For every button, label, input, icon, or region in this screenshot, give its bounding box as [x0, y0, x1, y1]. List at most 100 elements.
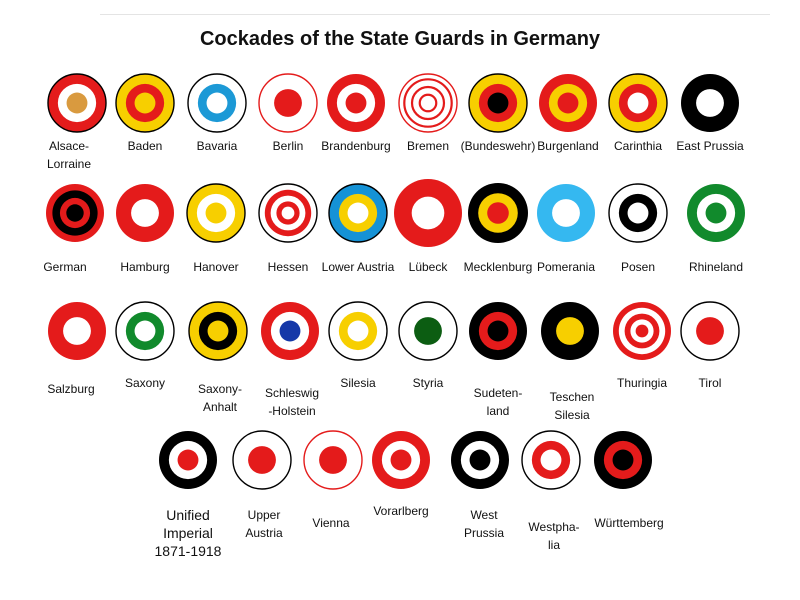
- cockade-label: Vienna: [312, 516, 350, 530]
- cockade-outline: [115, 301, 175, 361]
- cockade-ring: [552, 199, 580, 227]
- cockade-label: Schleswig -Holstein: [264, 386, 320, 418]
- cockade-silesia: [327, 300, 389, 362]
- cockade-baden: [114, 72, 176, 134]
- cockade-ring: [612, 449, 634, 471]
- cockade-icon: [541, 302, 599, 360]
- cockade-icon: [258, 73, 318, 133]
- cockade-ring: [248, 446, 276, 474]
- cockade-ring: [410, 85, 446, 121]
- cockade-icon: [115, 301, 175, 361]
- cockade-carinthia: [607, 72, 669, 134]
- cockade-german: [44, 182, 106, 244]
- cockade-ring: [205, 202, 227, 224]
- cockade-saxony: [114, 300, 176, 362]
- cockade-icon: [398, 301, 458, 361]
- cockade-hamburg: [114, 182, 176, 244]
- cockade-west-prussia: [449, 429, 511, 491]
- cockade-tirol: [679, 300, 741, 362]
- cockade-label: Salzburg: [47, 382, 95, 396]
- cockade-icon: [159, 431, 217, 489]
- cockade-outline: [232, 430, 292, 490]
- cockade-outline: [608, 183, 668, 243]
- cockade-lower-austria: [327, 182, 389, 244]
- cockade-label: Mecklenburg: [463, 260, 533, 274]
- cockade-ring: [134, 320, 156, 342]
- cockade-icon: [258, 183, 318, 243]
- cockade-ring: [279, 320, 301, 342]
- cockade-outline: [258, 183, 318, 243]
- cockade-sudeten--land: [467, 300, 529, 362]
- cockade-icon: [537, 184, 595, 242]
- cockade-upper-austria: [231, 429, 293, 491]
- cockade-label: German: [43, 260, 87, 274]
- cockade-icon: [398, 73, 458, 133]
- cockade-label: Carinthia: [613, 139, 663, 153]
- cockade-icon: [47, 73, 107, 133]
- cockade-label: Alsace- Lorraine: [46, 139, 92, 171]
- cockade-icon: [232, 430, 292, 490]
- cockade-label: Hessen: [267, 260, 309, 274]
- cockade-label: Tirol: [698, 376, 722, 390]
- cockade-outline: [47, 73, 107, 133]
- cockade-label: Bremen: [406, 139, 450, 153]
- cockade-label: Pomerania: [536, 260, 596, 274]
- page-title: Cockades of the State Guards in Germany: [199, 28, 601, 50]
- cockade-outline: [188, 301, 248, 361]
- cockade-icon: [327, 74, 385, 132]
- cockade-icon: [328, 183, 388, 243]
- top-divider: [100, 14, 770, 15]
- cockade-ring: [281, 206, 295, 220]
- cockade-label: Saxony: [124, 376, 166, 390]
- cockade-label: Burgenland: [537, 139, 599, 153]
- cockade-ring: [696, 89, 724, 117]
- cockade-schleswig--holstein: [259, 300, 321, 362]
- cockade-label: Westpha- lia: [528, 520, 580, 552]
- cockade-label: Lower Austria: [321, 260, 395, 274]
- cockade-ring: [206, 92, 228, 114]
- cockade-icon: [608, 73, 668, 133]
- cockade-ring: [627, 92, 649, 114]
- cockade-label: Berlin: [272, 139, 304, 153]
- cockade-icon: [680, 301, 740, 361]
- cockade-ring: [207, 320, 229, 342]
- cockade-ring: [540, 449, 562, 471]
- cockade-icon: [687, 184, 745, 242]
- cockade-ring: [403, 78, 453, 128]
- cockade-label: East Prussia: [676, 139, 744, 153]
- cockade-label: Sudeten- land: [473, 386, 523, 418]
- cockade-vorarlberg: [370, 429, 432, 491]
- cockade-rhineland: [685, 182, 747, 244]
- cockade-ring: [347, 202, 369, 224]
- cockade-label: Bavaria: [196, 139, 238, 153]
- cockade-label: Thuringia: [616, 376, 668, 390]
- cockade-ring: [390, 449, 412, 471]
- cockade-icon: [46, 184, 104, 242]
- cockade-east-prussia: [679, 72, 741, 134]
- cockade-ring: [487, 92, 509, 114]
- cockade-outline: [521, 430, 581, 490]
- cockade-ring: [177, 449, 199, 471]
- cockade-outline: [186, 183, 246, 243]
- cockade-bavaria: [186, 72, 248, 134]
- cockade-label: Rhineland: [688, 260, 744, 274]
- cockade-label: Upper Austria: [245, 508, 283, 540]
- cockade-label: West Prussia: [463, 508, 504, 540]
- cockade-ring: [469, 449, 491, 471]
- cockade-label: Silesia: [340, 376, 376, 390]
- cockade-ring: [131, 199, 159, 227]
- cockade-outline: [608, 73, 668, 133]
- cockade-label: Baden: [127, 139, 163, 153]
- cockade-icon: [394, 179, 462, 247]
- cockade-icon: [115, 73, 175, 133]
- cockade-ring: [487, 202, 509, 224]
- cockade-ring: [557, 92, 579, 114]
- cockade-ring: [63, 317, 91, 345]
- cockade-icon: [261, 302, 319, 360]
- cockade-burgenland: [537, 72, 599, 134]
- cockade-label: Hanover: [193, 260, 239, 274]
- cockade-icon: [116, 184, 174, 242]
- cockade-icon: [451, 431, 509, 489]
- cockade-label: Teschen Silesia: [549, 390, 595, 422]
